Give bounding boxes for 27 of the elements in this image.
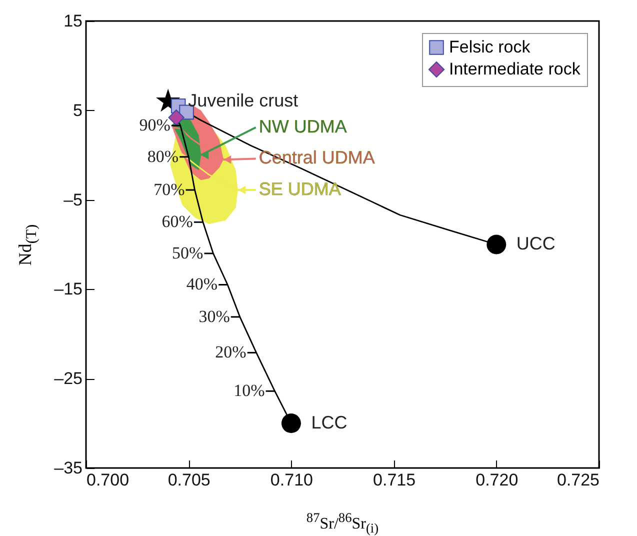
y-tick-label: –35: [54, 458, 82, 478]
annotation: 20%: [215, 342, 246, 362]
legend-label: SE UDMA: [258, 178, 341, 199]
y-tick-label: –15: [54, 280, 82, 299]
annotation: LCC: [311, 412, 348, 432]
annotation: 30%: [198, 306, 230, 326]
x-tick-label: 0.725: [556, 470, 600, 490]
y-tick-label: –25: [54, 369, 82, 388]
x-tick-label: 0.700: [86, 470, 130, 490]
x-axis-title: $^{87}$Sr/$^{86}$Sr$_{(i)}$: [305, 510, 380, 536]
y-tick-label: 15: [64, 12, 82, 30]
legend-label: Felsic rock: [449, 38, 531, 56]
y-tick-label: –5: [64, 190, 82, 210]
annotation: UCC: [516, 234, 556, 254]
x-tick-label: 0.715: [373, 470, 416, 490]
annotation: Juvenile crust: [188, 90, 298, 110]
annotation: 10%: [234, 381, 265, 400]
x-tick-label: 0.720: [476, 470, 518, 490]
x-tick-label: 0.710: [270, 470, 313, 490]
text: NW UDMA: [258, 116, 347, 136]
annotation: 90%: [139, 116, 170, 135]
x-tick-label: 0.705: [168, 470, 210, 490]
legend-label: Intermediate rock: [449, 60, 581, 78]
annotation: 40%: [186, 274, 218, 294]
y-tick-label: 5: [73, 100, 82, 120]
annotation: 60%: [162, 212, 193, 232]
annotation: 50%: [172, 243, 204, 262]
